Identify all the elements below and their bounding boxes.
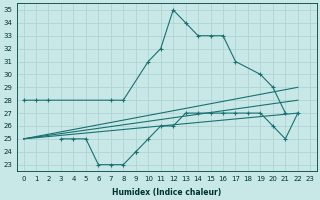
X-axis label: Humidex (Indice chaleur): Humidex (Indice chaleur) (112, 188, 221, 197)
